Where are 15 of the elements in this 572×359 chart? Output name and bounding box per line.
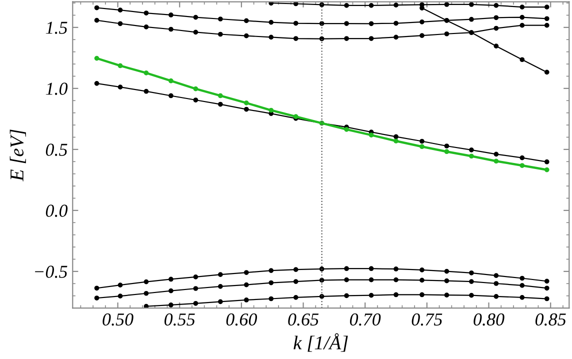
y-tick-label: −0.5 [35, 266, 68, 278]
x-tick-label: 0.60 [226, 313, 258, 326]
y-axis-title: E [eV] [10, 130, 26, 182]
x-tick-label: 0.50 [102, 313, 134, 326]
x-tick-label: 0.70 [350, 313, 381, 326]
y-tick-label: 0.0 [46, 204, 68, 217]
x-tick-label: 0.65 [288, 313, 319, 326]
x-tick-label: 0.75 [412, 313, 442, 326]
x-tick-label: 0.80 [474, 313, 504, 326]
x-axis-title: k [1/Å] [294, 333, 348, 352]
x-tick-label: 0.85 [535, 313, 566, 326]
y-tick-label: 0.5 [46, 144, 68, 156]
x-tick-label: 0.55 [164, 313, 195, 326]
y-tick-label: 1.5 [46, 22, 68, 34]
y-tick-label: 1.0 [46, 82, 68, 95]
